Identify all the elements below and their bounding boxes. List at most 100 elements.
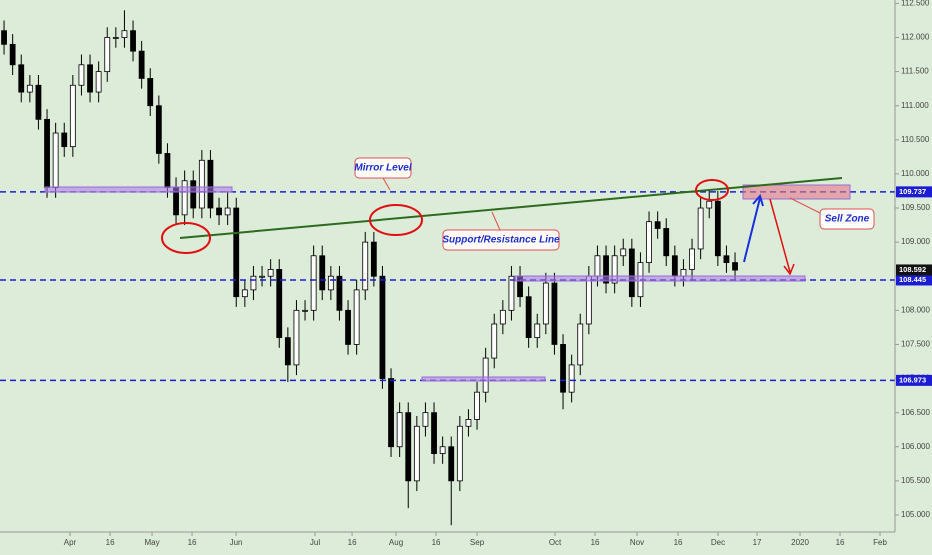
x-tick-label: 16: [674, 538, 683, 547]
candle-body: [78, 64, 85, 86]
candle-body: [104, 37, 111, 73]
candle-body: [233, 207, 240, 298]
candle-body: [276, 269, 283, 339]
candle-body: [87, 64, 93, 93]
x-tick-label: 17: [753, 538, 762, 547]
candle-body: [646, 221, 652, 263]
y-tick-label: 106.000: [901, 442, 930, 451]
candle-body: [396, 412, 403, 448]
candle-body: [474, 391, 480, 420]
candle-body: [345, 309, 351, 345]
callout-line: [382, 177, 391, 191]
x-tick-label: Sep: [470, 538, 485, 547]
y-tick-label: 108.000: [901, 305, 930, 314]
x-tick-label: 2020: [791, 538, 809, 547]
arrow-down: [769, 198, 795, 276]
callout-box: [819, 208, 875, 230]
x-tick-label: May: [144, 538, 159, 547]
x-tick-label: Feb: [873, 538, 887, 547]
candle-body: [181, 180, 188, 216]
candle-body: [18, 64, 25, 93]
sell-zone-box: [742, 184, 851, 200]
x-tick-label: Aug: [389, 538, 403, 547]
y-tick-label: 106.500: [901, 408, 930, 417]
candle-body: [723, 255, 730, 263]
x-tick-label: 16: [432, 538, 441, 547]
zone-box: [514, 275, 806, 282]
y-tick-label: 105.500: [901, 476, 930, 485]
highlight-ellipse: [369, 204, 423, 236]
candle-body: [362, 241, 369, 291]
candle-body: [611, 255, 618, 284]
candle-body: [302, 309, 308, 312]
x-tick-label: Apr: [64, 538, 77, 547]
candle-body: [147, 78, 154, 107]
candle-body: [259, 275, 265, 278]
candle-body: [138, 50, 145, 79]
candle-body: [52, 132, 59, 188]
callout-box: [354, 157, 412, 179]
candle-body: [706, 200, 713, 209]
candle-body: [594, 255, 601, 277]
candle-body: [680, 269, 687, 277]
candle-body: [448, 446, 455, 482]
candle-body: [577, 323, 584, 366]
candle-body: [525, 296, 532, 339]
candle-body: [61, 132, 68, 148]
candle-body: [551, 282, 558, 345]
candle-body: [585, 275, 592, 325]
level-tag-label: 106.973: [899, 375, 926, 384]
y-tick-label: 105.000: [901, 510, 930, 519]
x-tick-label: Jun: [230, 538, 243, 547]
candle-body: [95, 71, 102, 93]
candle-body: [388, 378, 394, 448]
candle-body: [603, 255, 609, 284]
candle-body: [207, 159, 214, 209]
candle-body: [198, 159, 205, 209]
x-tick-label: 16: [836, 538, 845, 547]
candle-body: [69, 84, 76, 148]
level-tag: [896, 374, 932, 386]
candle-body: [353, 289, 360, 345]
y-tick-label: 107.500: [901, 340, 930, 349]
last-price-label: 108.592: [899, 265, 926, 274]
candle-body: [405, 412, 412, 482]
candle-body: [413, 425, 420, 482]
candle-body: [697, 207, 704, 250]
zone-box: [421, 376, 546, 382]
candle-body: [628, 248, 635, 298]
plot: [0, 10, 895, 526]
level-tag: [896, 274, 932, 286]
y-tick-label: 111.500: [901, 67, 929, 76]
callout-line: [789, 197, 823, 215]
candle-body: [714, 200, 721, 257]
annotation: Sell Zone: [825, 214, 870, 225]
candle-body: [379, 275, 386, 379]
zone-box: [44, 186, 233, 193]
arrow-up: [743, 193, 764, 263]
candle-body: [654, 221, 661, 229]
candle-body: [465, 419, 472, 427]
x-tick-label: Dec: [711, 538, 725, 547]
candle-body: [164, 153, 171, 188]
y-tick-label: 109.000: [901, 237, 930, 246]
candle-body: [499, 309, 506, 325]
candle-body: [370, 241, 377, 277]
candle-body: [216, 207, 222, 216]
candle-body: [121, 30, 128, 38]
candle-body: [1, 30, 7, 45]
annotation: Support/Resistance Line: [442, 235, 560, 246]
x-tick-label: Nov: [630, 538, 644, 547]
x-tick-label: 16: [348, 538, 357, 547]
y-tick-label: 110.500: [901, 135, 930, 144]
candle-body: [482, 357, 489, 393]
candle-body: [250, 275, 257, 291]
callout-box: [442, 229, 560, 251]
candle-body: [560, 344, 566, 393]
x-tick-label: 16: [106, 538, 115, 547]
annotation: Mirror Level: [354, 163, 411, 174]
x-tick-label: Oct: [549, 538, 562, 547]
candle-body: [241, 289, 248, 298]
y-tick-label: 109.500: [901, 203, 930, 212]
